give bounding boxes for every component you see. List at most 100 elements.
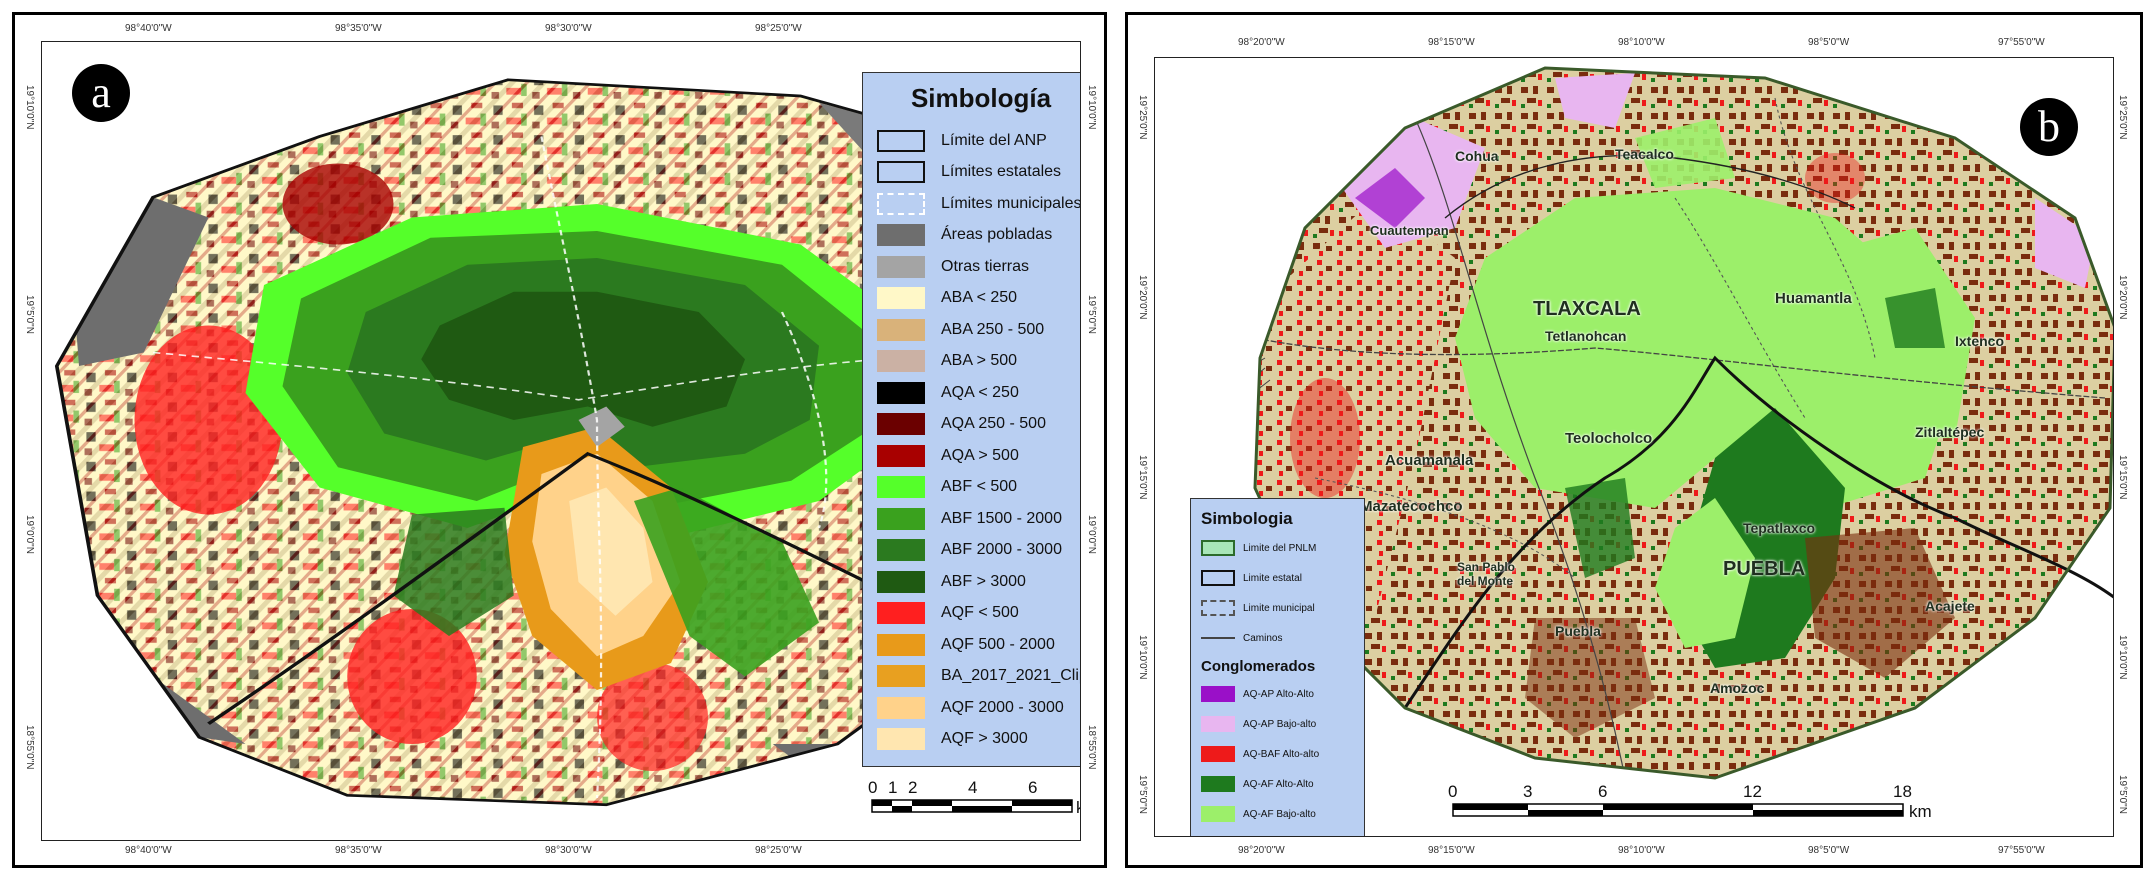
legend-b-item-limite-del-pnlm: Limite del PNLM xyxy=(1191,533,1364,563)
place-puebla: Puebla xyxy=(1555,623,1601,639)
legend-b-swatch xyxy=(1201,600,1235,616)
legend-a-swatch xyxy=(877,161,925,184)
legend-a-item-label: AQF < 500 xyxy=(941,604,1019,622)
legend-a-swatch xyxy=(877,728,925,751)
legend-a-item-aba-250: ABA < 250 xyxy=(863,283,1080,315)
place-teolocholco: Teolocholco xyxy=(1565,430,1653,447)
legend-a-swatch xyxy=(877,665,925,688)
legend-a-swatch xyxy=(877,129,925,152)
tick-a-left-1: 19°5'0"N xyxy=(24,295,35,334)
tick-a-top-0: 98°40'0"W xyxy=(125,23,172,34)
scale-a-label-2: 2 xyxy=(908,778,918,797)
legend-b-item-aq-af-bajo-alto: AQ-AF Bajo-alto xyxy=(1191,799,1364,829)
legend-a-item-aqa-250-500: AQA 250 - 500 xyxy=(863,409,1080,441)
tick-b-right-2: 19°15'0"N xyxy=(2117,455,2128,500)
tick-a-right-3: 18°55'0"N xyxy=(1086,725,1097,770)
scale-a-label-6: 6 xyxy=(1028,778,1038,797)
legend-a-item-label: AQF > 3000 xyxy=(941,730,1028,748)
tick-b-bottom-3: 98°5'0"W xyxy=(1808,845,1850,856)
map-frame-b: Cohua Teacalco Cuautempan TLAXCALA Huama… xyxy=(1154,57,2114,837)
tick-b-bottom-1: 98°15'0"W xyxy=(1428,845,1475,856)
legend-a-swatch xyxy=(877,381,925,404)
map-panel-b: Cohua Teacalco Cuautempan TLAXCALA Huama… xyxy=(1125,12,2143,868)
legend-b-item-label: Limite estatal xyxy=(1243,572,1302,584)
scale-b-label-12: 12 xyxy=(1743,782,1762,801)
legend-b-item-aq-ap-bajo-alto: AQ-AP Bajo-alto xyxy=(1191,709,1364,739)
legend-b-swatch xyxy=(1201,746,1235,762)
tick-a-left-3: 18°55'0"N xyxy=(24,725,35,770)
tick-b-bottom-4: 97°55'0"W xyxy=(1998,845,2045,856)
legend-a-item-reas-pobladas: Áreas pobladas xyxy=(863,220,1080,252)
legend-a-item-label: AQF 500 - 2000 xyxy=(941,635,1055,653)
legend-b-item-caminos: Caminos xyxy=(1191,623,1364,653)
panel-b-label-badge: b xyxy=(2020,98,2078,156)
tick-a-right-0: 19°10'0"N xyxy=(1086,85,1097,130)
legend-b-item-limite-municipal: Limite municipal xyxy=(1191,593,1364,623)
legend-a-item-label: ABF < 500 xyxy=(941,478,1018,496)
legend-b-swatch xyxy=(1201,686,1235,702)
legend-a-swatch xyxy=(877,224,925,247)
place-amozoc: Amozoc xyxy=(1710,680,1765,696)
legend-a-item-label: AQA 250 - 500 xyxy=(941,415,1046,433)
legend-b-swatch xyxy=(1201,570,1235,586)
scale-a-unit: km xyxy=(1076,798,1080,818)
legend-a-item-label: AQF 2000 - 3000 xyxy=(941,698,1064,716)
place-san-pablo-del-monte: San Pablo del Monte xyxy=(1457,560,1516,588)
place-zitlaltepec: Zitlaltépec xyxy=(1915,424,1985,440)
legend-a-item-abf-500: ABF < 500 xyxy=(863,472,1080,504)
legend-a-item-aqf-3000: AQF > 3000 xyxy=(863,724,1080,756)
legend-a-swatch xyxy=(877,570,925,593)
legend-a-item-label: Límites municipales xyxy=(941,194,1081,212)
legend-b-item-aq-af-alto-alto: AQ-AF Alto-Alto xyxy=(1191,769,1364,799)
place-tlaxcala: TLAXCALA xyxy=(1533,298,1641,320)
legend-a-swatch xyxy=(877,444,925,467)
legend-a-item-label: Otras tierras xyxy=(941,257,1030,275)
legend-a-item-label: AQA > 500 xyxy=(941,446,1019,464)
tick-b-bottom-0: 98°20'0"W xyxy=(1238,845,1285,856)
place-teacalco: Teacalco xyxy=(1615,146,1674,162)
tick-b-top-2: 98°10'0"W xyxy=(1618,37,1665,48)
tick-a-right-1: 19°5'0"N xyxy=(1086,295,1097,334)
legend-a-item-l-mites-estatales: Límites estatales xyxy=(863,157,1080,189)
legend-b-item-aq-aa-alto-alto: AQ-AA Alto-Alto xyxy=(1191,829,1364,836)
tick-a-bottom-0: 98°40'0"W xyxy=(125,845,172,856)
tick-b-right-0: 19°25'0"N xyxy=(2117,95,2128,140)
legend-b-swatch xyxy=(1201,540,1235,556)
legend-b-swatch xyxy=(1201,637,1235,639)
legend-b-swatch xyxy=(1201,776,1235,792)
scale-a-label-1: 1 xyxy=(888,778,898,797)
place-tetlanohcan: Tetlanohcan xyxy=(1545,328,1627,344)
tick-a-right-2: 19°0'0"N xyxy=(1086,515,1097,554)
legend-a-item-label: ABF > 3000 xyxy=(941,572,1026,590)
legend-a-swatch xyxy=(877,255,925,278)
tick-b-top-0: 98°20'0"W xyxy=(1238,37,1285,48)
tick-a-bottom-2: 98°30'0"W xyxy=(545,845,592,856)
legend-b: Simbologia Limite del PNLM Limite estatal… xyxy=(1190,498,1365,836)
tick-b-left-3: 19°10'0"N xyxy=(1137,635,1148,680)
tick-a-top-1: 98°35'0"W xyxy=(335,23,382,34)
tick-b-top-4: 97°55'0"W xyxy=(1998,37,2045,48)
cluster-map-b xyxy=(1253,66,2113,780)
scale-b-unit: km xyxy=(1909,802,1932,821)
legend-b-item-label: AQ-AF Bajo-alto xyxy=(1243,808,1316,820)
legend-a-item-label: Áreas pobladas xyxy=(941,226,1053,244)
panel-a-label-badge: a xyxy=(72,64,130,122)
place-cuautempan: Cuautempan xyxy=(1370,223,1449,238)
legend-b-swatch xyxy=(1201,716,1235,732)
legend-b-item-label: AQ-AF Alto-Alto xyxy=(1243,778,1314,790)
place-huamantla: Huamantla xyxy=(1775,290,1852,307)
legend-a-item-abf-2000-3000: ABF 2000 - 3000 xyxy=(863,535,1080,567)
legend-a-swatch xyxy=(877,476,925,499)
legend-a-item-aqf-2000-3000: AQF 2000 - 3000 xyxy=(863,692,1080,724)
scale-b-label-18: 18 xyxy=(1893,782,1912,801)
place-acuamanala: Acuamanala xyxy=(1385,452,1474,469)
place-mazatecochco: Mazatecochco xyxy=(1360,498,1463,515)
legend-a-item-aqa-500: AQA > 500 xyxy=(863,440,1080,472)
scale-b-label-6: 6 xyxy=(1598,782,1608,801)
legend-b-item-label: AQ-BAF Alto-alto xyxy=(1243,748,1320,760)
scale-a-label-4: 4 xyxy=(968,778,978,797)
tick-b-top-1: 98°15'0"W xyxy=(1428,37,1475,48)
tick-b-left-4: 19°5'0"N xyxy=(1137,775,1148,814)
legend-a-item-aba-250-500: ABA 250 - 500 xyxy=(863,314,1080,346)
tick-b-right-1: 19°20'0"N xyxy=(2117,275,2128,320)
